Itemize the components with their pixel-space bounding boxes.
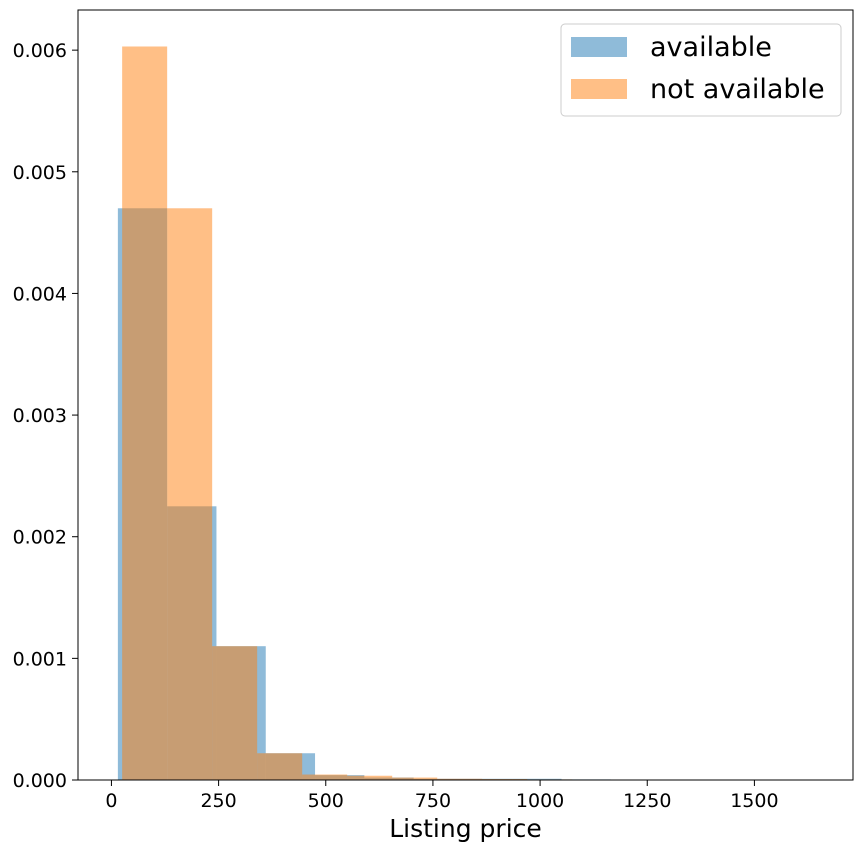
x-tick-label: 1500 (730, 790, 778, 812)
y-tick-label: 0.005 (13, 162, 67, 184)
x-axis-ticks: 0 250 500 750 1000 1250 1500 (105, 780, 779, 812)
x-tick-label: 500 (308, 790, 344, 812)
y-tick-label: 0.000 (13, 770, 67, 792)
y-tick-label: 0.006 (13, 40, 67, 62)
legend-label-not-available: not available (650, 74, 825, 105)
bar-not-available-3 (257, 753, 303, 780)
bar-not-available-7 (437, 778, 483, 780)
x-tick-label: 0 (105, 790, 117, 812)
legend-swatch-not-available (571, 79, 627, 99)
x-tick-label: 250 (200, 790, 236, 812)
bar-not-available-0 (122, 46, 168, 780)
legend-label-available: available (650, 32, 772, 63)
bar-not-available-1 (167, 208, 213, 780)
y-tick-label: 0.003 (13, 405, 67, 427)
x-tick-label: 1000 (516, 790, 564, 812)
legend-swatch-available (571, 37, 627, 57)
y-axis-ticks: 0.000 0.001 0.002 0.003 0.004 0.005 0.006 (13, 40, 78, 792)
bar-not-available-6 (392, 777, 438, 780)
legend-box (560, 23, 842, 117)
y-tick-label: 0.004 (13, 283, 67, 305)
y-tick-label: 0.001 (13, 648, 67, 670)
plot-frame (77, 9, 854, 781)
bar-not-available-4 (302, 774, 348, 780)
legend: available not available (560, 23, 842, 117)
bars-layer (117, 46, 843, 780)
y-tick-label: 0.002 (13, 527, 67, 549)
x-tick-label: 1250 (623, 790, 671, 812)
x-axis-label: Listing price (389, 814, 542, 843)
bar-not-available-5 (347, 775, 393, 780)
bar-not-available-2 (212, 646, 258, 780)
x-tick-label: 750 (415, 790, 451, 812)
